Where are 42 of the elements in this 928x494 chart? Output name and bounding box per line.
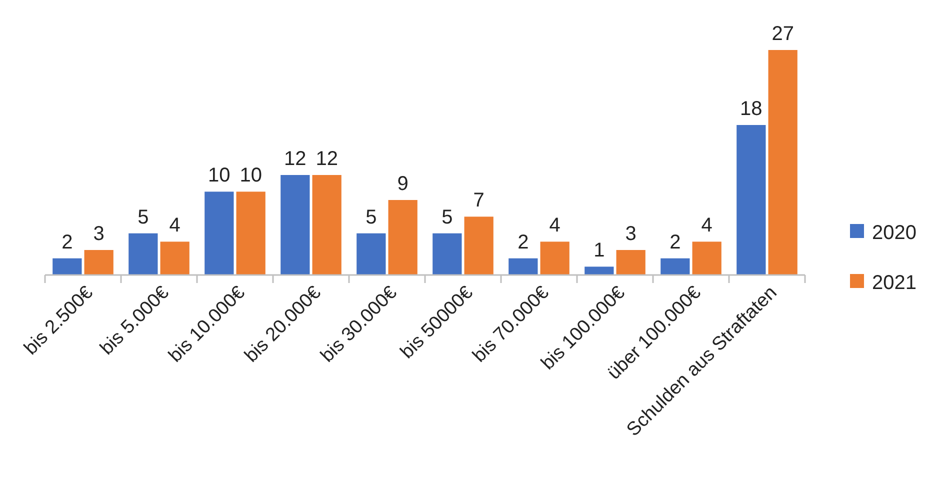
data-label: 5: [138, 206, 149, 228]
data-label: 12: [284, 148, 306, 170]
bar: [464, 216, 494, 275]
data-label: 4: [169, 214, 180, 237]
bar: [432, 233, 462, 275]
bar: [736, 125, 766, 275]
bar: [356, 233, 386, 275]
bar: [616, 250, 646, 275]
data-label: 18: [740, 98, 762, 120]
data-label: 3: [625, 223, 636, 245]
bar: [508, 258, 538, 275]
data-label: 4: [549, 214, 560, 237]
bar: [204, 192, 234, 275]
bar: [584, 266, 614, 275]
bar: [52, 258, 82, 275]
data-label: 1: [594, 240, 605, 262]
bar: [660, 258, 690, 275]
data-label: 3: [93, 223, 104, 245]
data-label: 12: [316, 148, 338, 170]
data-label: 27: [772, 23, 794, 45]
bar: [692, 242, 722, 275]
bar: [768, 50, 798, 275]
legend-label: 2020: [872, 222, 916, 244]
bar: [128, 233, 158, 275]
data-label: 7: [473, 190, 484, 212]
bar: [312, 175, 342, 275]
bar: [236, 192, 266, 275]
bar: [540, 242, 570, 275]
data-label: 9: [397, 173, 408, 195]
bar: [388, 200, 418, 275]
bar: [84, 250, 114, 275]
legend-label: 2021: [872, 272, 916, 294]
data-label: 2: [518, 231, 529, 254]
data-label: 4: [701, 214, 712, 237]
data-label: 10: [240, 164, 262, 187]
data-label: 5: [366, 206, 377, 228]
bar: [280, 175, 310, 275]
bar: [160, 242, 190, 275]
data-label: 5: [442, 206, 453, 228]
data-label: 10: [208, 164, 230, 187]
data-label: 2: [670, 231, 681, 254]
data-label: 2: [62, 231, 73, 254]
